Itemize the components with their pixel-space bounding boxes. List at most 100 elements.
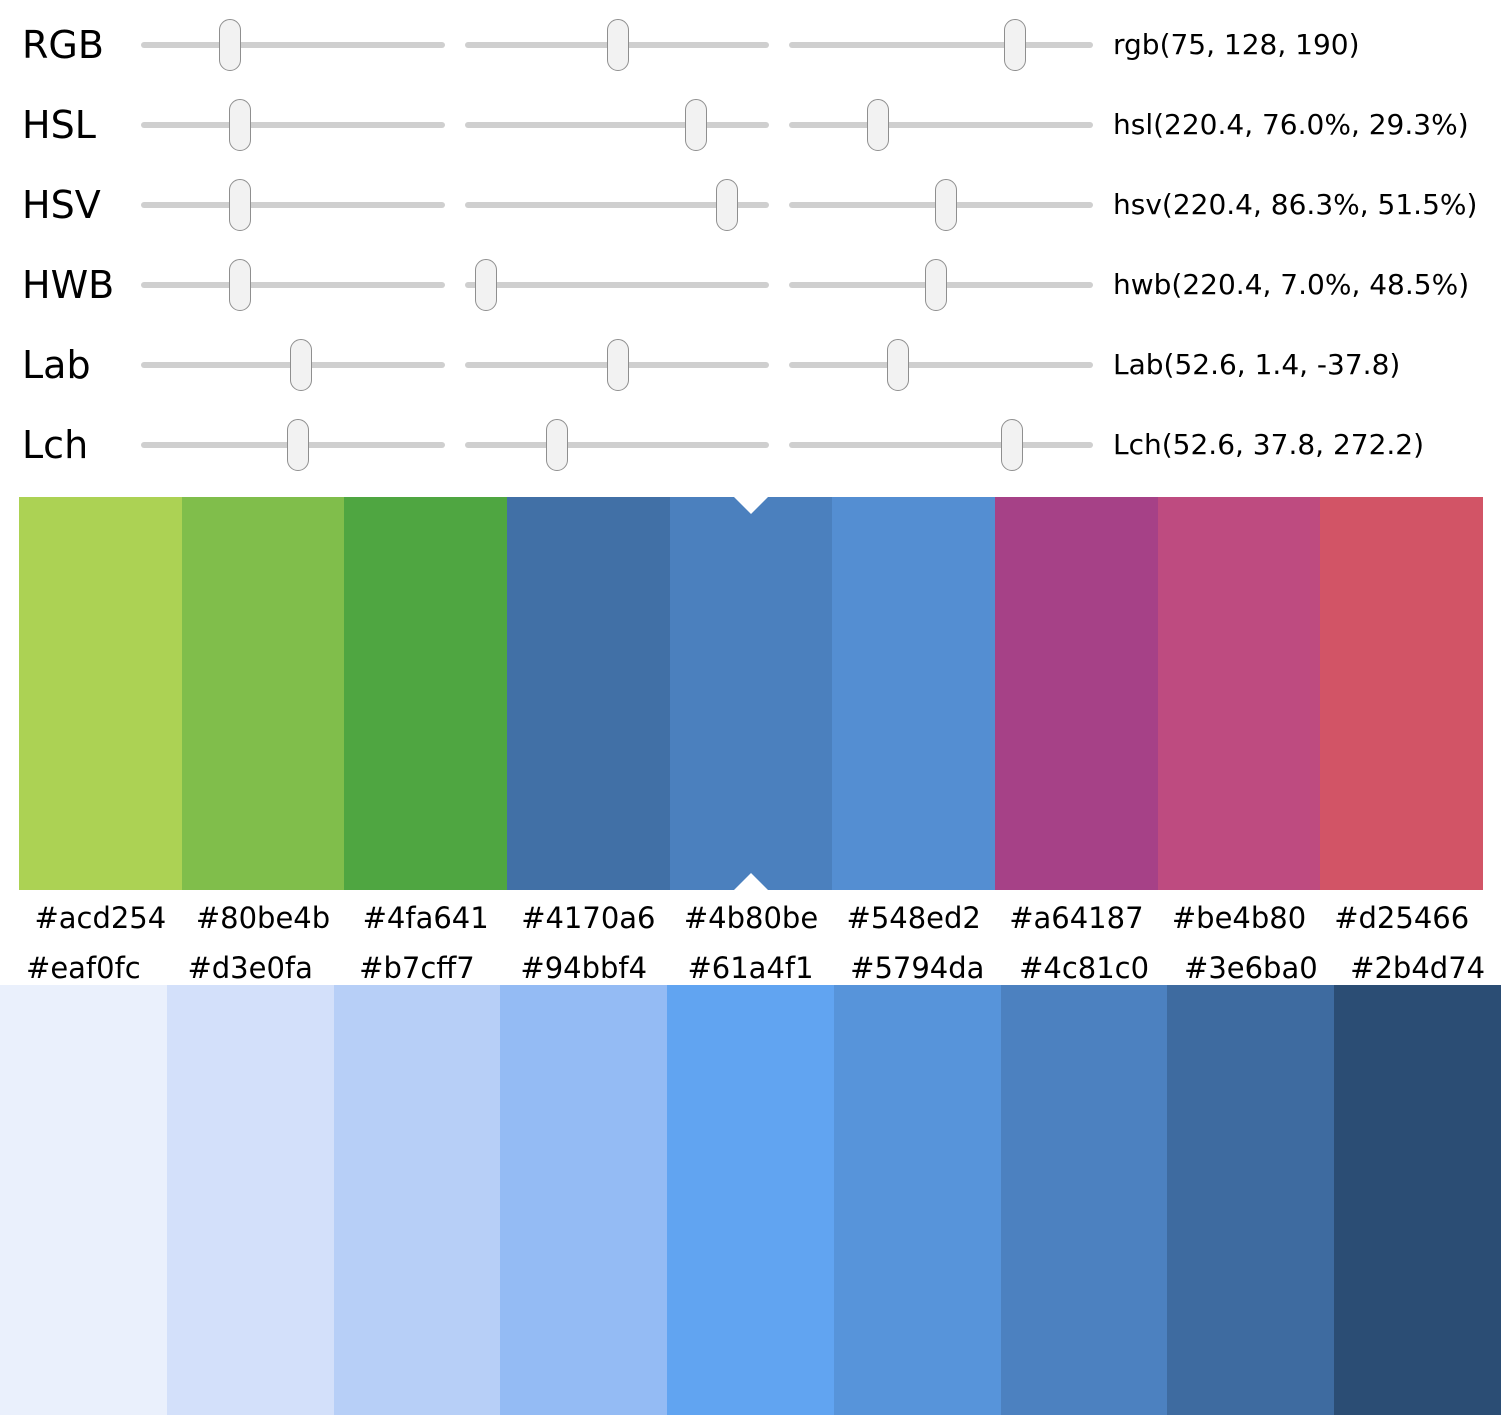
mono-swatch[interactable]	[667, 985, 834, 1415]
color-model-label: RGB	[22, 23, 104, 67]
slider-track[interactable]	[465, 442, 769, 448]
slider-lch-hue[interactable]	[789, 405, 1093, 485]
mono-swatch-hex: #eaf0fc	[26, 951, 141, 985]
palette-swatch[interactable]	[669, 497, 833, 890]
slider-lab-b-axis[interactable]	[789, 325, 1093, 405]
palette-swatch[interactable]	[995, 497, 1158, 890]
slider-hsv-saturation[interactable]	[465, 165, 769, 245]
palette-swatch[interactable]	[181, 497, 345, 890]
slider-track[interactable]	[141, 202, 445, 208]
selected-marker-up-icon	[734, 873, 769, 890]
slider-lab-lightness[interactable]	[141, 325, 445, 405]
slider-handle[interactable]	[475, 259, 498, 311]
slider-rgb-blue[interactable]	[789, 5, 1093, 85]
slider-rgb-green[interactable]	[465, 5, 769, 85]
slider-handle[interactable]	[1004, 19, 1027, 71]
mono-palette-hex-labels: #eaf0fc #d3e0fa #b7cff7 #94bbf4 #61a4f1 #5794…	[0, 944, 1501, 992]
color-model-label: HSL	[22, 103, 96, 147]
slider-hwb-blackness[interactable]	[789, 245, 1093, 325]
color-model-sliders-panel: RGB rgb(75, 128, 190) HSL hsl(220.4, 76.0%,…	[0, 0, 1501, 490]
mono-swatch-hex: #4c81c0	[1019, 951, 1150, 985]
slider-row-lab: Lab Lab(52.6, 1.4, -37.8)	[0, 325, 1501, 405]
slider-handle[interactable]	[606, 339, 629, 391]
palette-swatch-hex: #4b80be	[683, 901, 819, 935]
slider-handle[interactable]	[716, 179, 739, 231]
slider-handle[interactable]	[289, 339, 312, 391]
slider-handle[interactable]	[287, 419, 310, 471]
slider-hsl-lightness[interactable]	[789, 85, 1093, 165]
slider-track[interactable]	[789, 42, 1093, 48]
slider-handle[interactable]	[229, 259, 252, 311]
slider-handle[interactable]	[925, 259, 948, 311]
slider-row-lch: Lch Lch(52.6, 37.8, 272.2)	[0, 405, 1501, 485]
slider-rgb-red[interactable]	[141, 5, 445, 85]
color-value-text: hsv(220.4, 86.3%, 51.5%)	[1113, 188, 1478, 221]
mono-swatch[interactable]	[1334, 985, 1501, 1415]
palette-swatch-hex: #548ed2	[846, 901, 981, 935]
slider-handle[interactable]	[229, 99, 252, 151]
palette-swatch-hex: #be4b80	[1171, 901, 1307, 935]
slider-handle[interactable]	[229, 179, 252, 231]
slider-track[interactable]	[789, 442, 1093, 448]
color-model-label: HWB	[22, 263, 115, 307]
slider-hsv-hue[interactable]	[141, 165, 445, 245]
slider-hsl-saturation[interactable]	[465, 85, 769, 165]
slider-handle[interactable]	[867, 99, 890, 151]
slider-track[interactable]	[465, 282, 769, 288]
slider-lch-lightness[interactable]	[141, 405, 445, 485]
color-value-text: Lab(52.6, 1.4, -37.8)	[1113, 348, 1401, 381]
color-value-text: Lch(52.6, 37.8, 272.2)	[1113, 428, 1425, 461]
mono-swatch[interactable]	[1000, 985, 1168, 1415]
mono-swatch[interactable]	[1167, 985, 1335, 1415]
slider-handle[interactable]	[934, 179, 957, 231]
mono-swatch-hex: #94bbf4	[520, 951, 648, 985]
palette-swatch-hex: #4170a6	[521, 901, 656, 935]
slider-track[interactable]	[789, 122, 1093, 128]
palette-swatch[interactable]	[1320, 497, 1484, 890]
mono-swatch[interactable]	[500, 985, 668, 1415]
slider-track[interactable]	[789, 362, 1093, 368]
slider-handle[interactable]	[1001, 419, 1024, 471]
slider-lch-chroma[interactable]	[465, 405, 769, 485]
palette-swatch[interactable]	[507, 497, 670, 890]
color-model-label: Lab	[22, 343, 91, 387]
palette-swatch[interactable]	[1157, 497, 1321, 890]
palette-swatch[interactable]	[344, 497, 508, 890]
slider-handle[interactable]	[887, 339, 910, 391]
selected-marker-down-icon	[734, 497, 769, 514]
slider-lab-a-axis[interactable]	[465, 325, 769, 405]
slider-track[interactable]	[465, 122, 769, 128]
slider-track[interactable]	[141, 282, 445, 288]
slider-track[interactable]	[465, 202, 769, 208]
slider-track[interactable]	[141, 122, 445, 128]
palette-swatch[interactable]	[19, 497, 182, 890]
mono-swatch[interactable]	[333, 985, 501, 1415]
mono-swatch[interactable]	[0, 985, 167, 1415]
slider-handle[interactable]	[219, 19, 242, 71]
palette-swatch-hex: #a64187	[1009, 901, 1144, 935]
mono-swatch-hex: #5794da	[850, 951, 985, 985]
palette-swatch[interactable]	[832, 497, 996, 890]
slider-hwb-hue[interactable]	[141, 245, 445, 325]
slider-hsl-hue[interactable]	[141, 85, 445, 165]
slider-hwb-whiteness[interactable]	[465, 245, 769, 325]
slider-track[interactable]	[141, 42, 445, 48]
slider-handle[interactable]	[606, 19, 629, 71]
mono-swatch-hex: #b7cff7	[359, 951, 475, 985]
slider-row-hwb: HWB hwb(220.4, 7.0%, 48.5%)	[0, 245, 1501, 325]
palette-swatch-hex: #80be4b	[195, 901, 331, 935]
slider-hsv-value[interactable]	[789, 165, 1093, 245]
palette-swatch-hex: #4fa641	[362, 901, 489, 935]
palette-swatch-hex: #acd254	[34, 901, 167, 935]
slider-handle[interactable]	[545, 419, 568, 471]
color-value-text: rgb(75, 128, 190)	[1113, 28, 1360, 61]
mono-swatch-hex: #3e6ba0	[1184, 951, 1318, 985]
mono-swatch[interactable]	[166, 985, 334, 1415]
slider-handle[interactable]	[685, 99, 708, 151]
mono-swatch-hex: #d3e0fa	[187, 951, 313, 985]
color-value-text: hwb(220.4, 7.0%, 48.5%)	[1113, 268, 1470, 301]
mono-swatch[interactable]	[833, 985, 1001, 1415]
main-palette-hex-labels: #acd254 #80be4b #4fa641 #4170a6 #4b80be #548e…	[19, 893, 1483, 943]
color-model-label: Lch	[22, 423, 89, 467]
palette-swatch-hex: #d25466	[1334, 901, 1470, 935]
